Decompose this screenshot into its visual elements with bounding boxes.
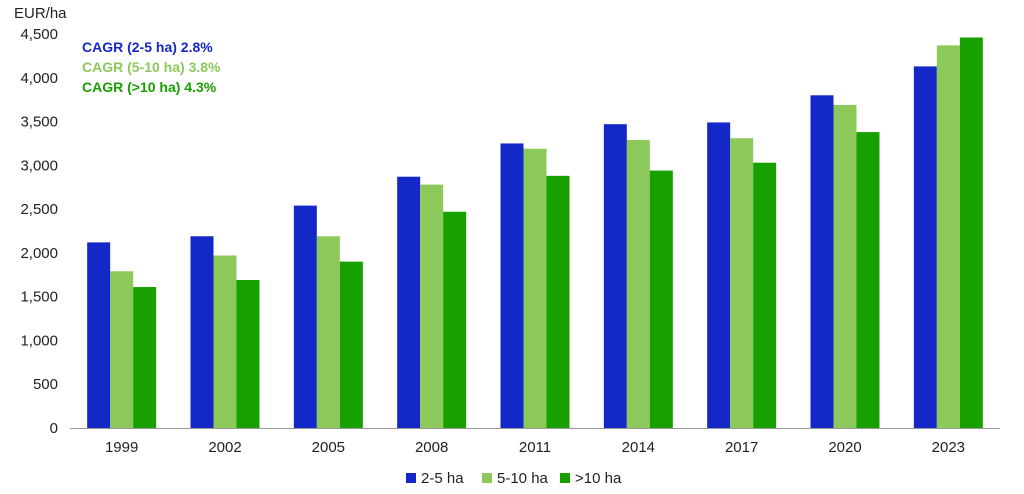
bar-2023-2-5-ha: [913, 66, 937, 428]
bar-2008-10-ha: [443, 211, 467, 428]
x-tick-label: 2008: [415, 439, 448, 456]
x-tick-label: 2017: [725, 439, 758, 456]
x-tick-label: 2011: [519, 439, 551, 456]
bar-2005-5-10-ha: [316, 236, 340, 428]
x-tick-label: 2005: [312, 439, 345, 456]
x-tick-label: 2020: [828, 439, 861, 456]
y-tick-label: 3,500: [20, 114, 58, 131]
bar-2008-2-5-ha: [397, 176, 421, 428]
y-tick-label: 0: [50, 420, 58, 437]
y-axis-unit-label: EUR/ha: [14, 5, 67, 22]
bar-1999-10-ha: [133, 287, 157, 428]
legend-swatch-over-10-ha: [560, 473, 570, 483]
bar-2005-2-5-ha: [293, 205, 317, 428]
y-tick-label: 1,500: [20, 289, 58, 306]
bar-2023-10-ha: [959, 37, 983, 428]
x-tick-label: 2023: [932, 439, 965, 456]
bar-2014-10-ha: [649, 170, 673, 428]
y-tick-label: 3,000: [20, 157, 58, 174]
cagr-annotation-small: CAGR (2-5 ha) 2.8%: [82, 39, 213, 55]
bar-2011-5-10-ha: [523, 148, 547, 428]
legend: 2-5 ha 5-10 ha >10 ha: [406, 470, 622, 487]
y-tick-label: 2,500: [20, 201, 58, 218]
legend-swatch-2-5-ha: [406, 473, 416, 483]
bar-2017-5-10-ha: [730, 138, 754, 429]
y-tick-label: 4,000: [20, 70, 58, 87]
bar-2023-5-10-ha: [936, 45, 960, 428]
x-tick-label: 2002: [208, 439, 241, 456]
y-tick-label: 1,000: [20, 332, 58, 349]
bar-2014-2-5-ha: [603, 124, 627, 428]
bar-2011-10-ha: [546, 175, 570, 428]
bar-2020-2-5-ha: [810, 95, 834, 429]
bar-2008-5-10-ha: [420, 184, 444, 428]
x-axis: 1999 2002 2005 2008 2011 2014 2017 2020 2023: [105, 439, 965, 456]
legend-swatch-5-10-ha: [482, 473, 492, 483]
bar-2002-10-ha: [236, 280, 260, 428]
y-tick-label: 4,500: [20, 26, 58, 43]
cagr-annotation-large: CAGR (>10 ha) 4.3%: [82, 79, 217, 95]
bar-2014-5-10-ha: [626, 139, 650, 429]
bar-1999-2-5-ha: [87, 242, 111, 428]
y-tick-label: 500: [33, 376, 58, 393]
bar-2002-2-5-ha: [190, 236, 214, 428]
cagr-annotations: CAGR (2-5 ha) 2.8% CAGR (5-10 ha) 3.8% C…: [82, 39, 221, 95]
bar-2017-10-ha: [753, 162, 777, 428]
y-axis: 0 500 1,000 1,500 2,000 2,500 3,000 3,500 4,000 4…: [20, 26, 58, 437]
x-tick-label: 1999: [105, 439, 138, 456]
legend-label-5-10-ha: 5-10 ha: [497, 470, 549, 487]
legend-label-over-10-ha: >10 ha: [575, 470, 622, 487]
bar-2011-2-5-ha: [500, 143, 524, 428]
cagr-annotation-medium: CAGR (5-10 ha) 3.8%: [82, 59, 221, 75]
bar-2017-2-5-ha: [707, 122, 731, 428]
bar-2020-10-ha: [856, 132, 880, 428]
legend-label-2-5-ha: 2-5 ha: [421, 470, 464, 487]
bar-2020-5-10-ha: [833, 104, 857, 429]
bars: [87, 37, 983, 429]
bar-1999-5-10-ha: [110, 271, 134, 428]
x-tick-label: 2014: [622, 439, 655, 456]
bar-2005-10-ha: [339, 261, 363, 428]
y-tick-label: 2,000: [20, 245, 58, 262]
bar-2002-5-10-ha: [213, 255, 237, 428]
